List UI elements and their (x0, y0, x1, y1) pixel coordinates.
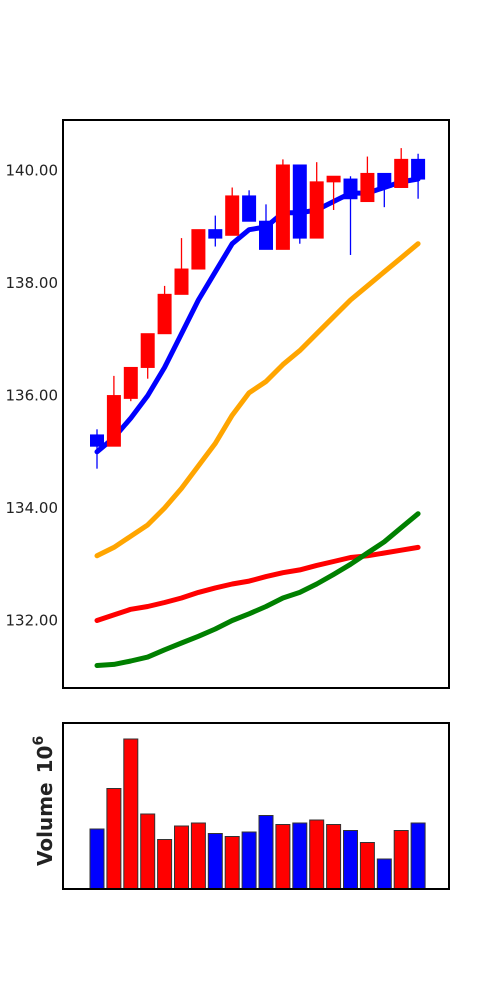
candle-body (191, 229, 206, 270)
volume-multiplier-exponent: 6 (31, 736, 47, 746)
volume-bar (224, 836, 240, 890)
candle-body (123, 366, 138, 399)
volume-bar (292, 822, 308, 890)
candlestick (411, 153, 426, 199)
candlestick (309, 162, 324, 239)
volume-bar (258, 815, 274, 890)
candlestick (140, 333, 155, 379)
volume-bar (343, 830, 358, 890)
candle-body (377, 172, 392, 188)
volume-bar (275, 824, 291, 890)
candlestick (174, 238, 189, 295)
volume-bar (140, 813, 156, 890)
candlestick (377, 172, 392, 208)
volume-bar (410, 822, 426, 890)
volume-label-text: Volume (33, 782, 57, 866)
moving-average-line-4 (94, 511, 421, 668)
volume-panel: Volume 106 (31, 722, 450, 890)
candle-body (225, 195, 240, 236)
volume-axis-label: Volume 106 (31, 736, 57, 866)
candlestick (106, 375, 121, 447)
volume-bars (89, 738, 426, 890)
candlestick (242, 190, 257, 222)
candle-body (106, 395, 121, 447)
price-panel: 132.00 134.00 136.00 138.00 140.00 (6, 119, 450, 689)
volume-bar (157, 839, 173, 890)
price-y-axis: 132.00 134.00 136.00 138.00 140.00 (6, 162, 59, 630)
price-tick-label: 136.00 (6, 387, 59, 405)
volume-panel-frame (62, 722, 450, 890)
candle-body (292, 164, 307, 239)
candle-body (242, 195, 257, 222)
volume-bar (309, 819, 325, 890)
candlestick (394, 148, 409, 188)
candlestick (90, 429, 104, 469)
candle-body (208, 229, 223, 239)
volume-bar (393, 830, 409, 890)
candle-body (90, 434, 104, 447)
volume-bar (123, 738, 139, 890)
volume-bar (376, 858, 392, 890)
candle-body (157, 293, 172, 335)
candlestick (123, 366, 138, 402)
candle-body (174, 268, 189, 295)
candle-body (394, 158, 409, 188)
volume-bar (89, 828, 105, 890)
candle-body (140, 333, 155, 368)
volume-bar (241, 831, 257, 890)
candlestick (343, 176, 358, 255)
price-tick-label: 138.00 (6, 274, 59, 292)
price-tick-label: 132.00 (6, 612, 59, 630)
candlestick (360, 156, 375, 203)
candlestick (292, 164, 307, 244)
candle-body (259, 220, 273, 250)
volume-bar (174, 825, 189, 890)
volume-bar (326, 824, 342, 890)
price-panel-frame (62, 119, 450, 689)
candlestick (326, 175, 341, 210)
price-tick-label: 140.00 (6, 162, 59, 180)
volume-bar (106, 788, 122, 890)
price-tick-label: 134.00 (6, 499, 59, 517)
candle-body (309, 181, 324, 239)
moving-average-line-2 (94, 241, 421, 559)
candle-body (360, 172, 375, 203)
candlestick (225, 187, 240, 236)
candlesticks (90, 148, 426, 469)
volume-bar (190, 822, 206, 890)
candle-body (343, 178, 358, 200)
candle-body (411, 158, 426, 180)
candlestick (275, 159, 290, 250)
candle-body (275, 164, 290, 250)
volume-bar (207, 833, 223, 890)
candlestick (208, 215, 223, 247)
volume-multiplier-base: 10 (33, 746, 57, 774)
candle-body (326, 175, 341, 183)
candlestick (157, 285, 172, 335)
candlestick (191, 229, 206, 270)
volume-bar (359, 842, 375, 890)
candlestick (259, 204, 273, 250)
